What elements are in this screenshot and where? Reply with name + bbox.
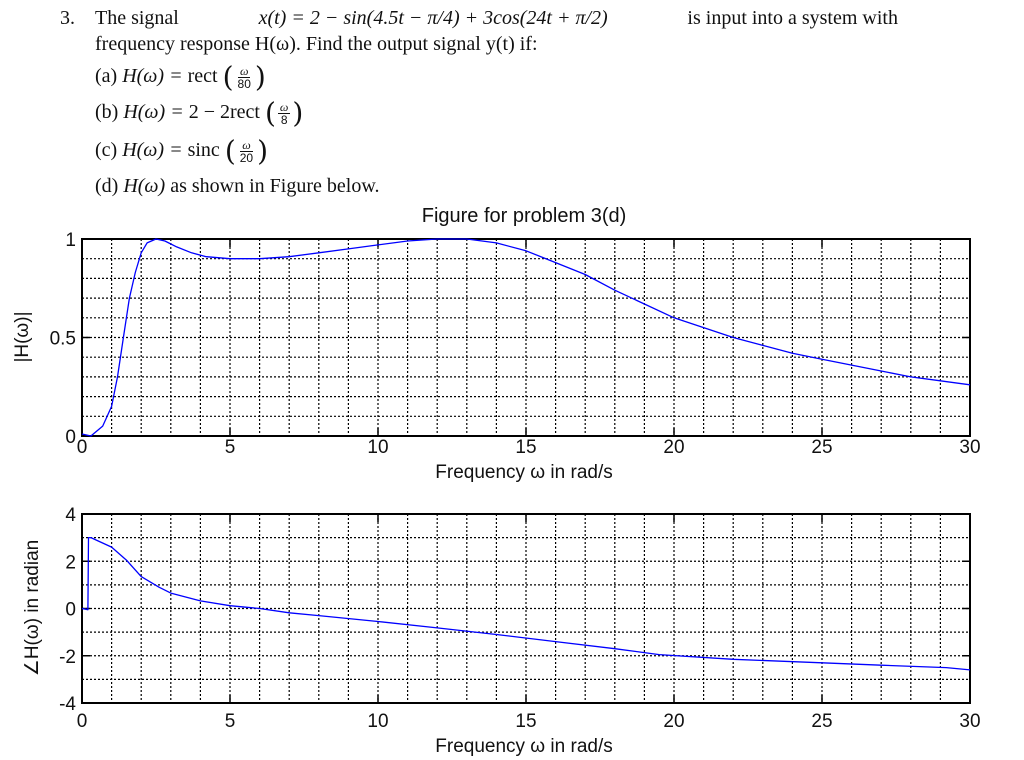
part-a: (a) H(ω) = rect (ω 80) (95, 60, 266, 94)
part-fn: sinc (187, 139, 220, 161)
part-label: (c) (95, 139, 118, 161)
y-tick-label: 0 (65, 427, 76, 448)
part-text: as shown in Figure below. (170, 175, 380, 197)
part-fn: 2rect (220, 101, 260, 123)
x-tick-label: 15 (515, 711, 536, 732)
part-prefix: 2 − (188, 101, 220, 123)
part-c: (c) H(ω) = sinc (ω 20) (95, 134, 269, 168)
fraction: ω 20 (239, 137, 254, 165)
part-d: (d) H(ω) as shown in Figure below. (95, 172, 379, 200)
data-line (81, 238, 971, 437)
x-tick-label: 25 (811, 711, 832, 732)
problem-number: 3. (60, 7, 75, 29)
x-tick-label: 25 (811, 437, 832, 458)
x-tick-label: 15 (515, 437, 536, 458)
part-lhs: H(ω) (123, 175, 166, 197)
x-tick-label: 0 (77, 711, 88, 732)
intro-text: The signal (95, 7, 179, 29)
fraction: ω 80 (237, 63, 251, 91)
grid (82, 514, 970, 703)
x-tick-label: 10 (367, 711, 388, 732)
data-line (81, 536, 971, 671)
y-axis-label: ∠H(ω) in radian (22, 540, 43, 676)
grid (82, 239, 970, 436)
part-label: (d) (95, 175, 119, 197)
y-tick-label: 0.5 (50, 329, 76, 350)
y-axis-label: |H(ω)| (12, 311, 33, 362)
phase-plot: 0 5 10 15 20 25 30 -4 -2 0 2 4 Frequency ω in rad/s ∠… (22, 505, 981, 757)
problem-line-1: The signal x(t) = 2 − sin(4.5t − π/4) + … (95, 4, 898, 32)
part-lhs: H(ω) = (123, 101, 189, 123)
y-tick-label: 1 (65, 230, 76, 251)
y-tick-label: 4 (65, 505, 76, 526)
y-tick-label: -4 (59, 694, 76, 715)
part-label: (b) (95, 101, 119, 123)
part-fn: rect (187, 65, 218, 87)
part-b: (b) H(ω) = 2 − 2rect (ω 8) (95, 96, 304, 130)
x-tick-label: 5 (225, 437, 236, 458)
x-tick-label: 30 (959, 711, 980, 732)
x-tick-label: 20 (663, 711, 684, 732)
chart-title: Figure for problem 3(d) (422, 205, 627, 227)
plot-frame (81, 238, 971, 437)
problem-line-2: frequency response H(ω). Find the output… (95, 33, 538, 55)
x-axis-label: Frequency ω in rad/s (435, 462, 612, 483)
x-tick-label: 0 (77, 437, 88, 458)
intro-text-right: is input into a system with (687, 7, 898, 29)
magnitude-plot: 0 5 10 15 20 25 30 0 0.5 1 Figure for problem 3(d)… (12, 205, 981, 483)
y-tick-label: -2 (59, 647, 76, 668)
x-tick-label: 30 (959, 437, 980, 458)
x-tick-label: 10 (367, 437, 388, 458)
signal-expression: x(t) = 2 − sin(4.5t − π/4) + 3cos(24t + … (258, 7, 608, 29)
x-tick-label: 5 (225, 711, 236, 732)
x-tick-label: 20 (663, 437, 684, 458)
part-label: (a) (95, 65, 118, 87)
x-axis-label: Frequency ω in rad/s (435, 736, 612, 757)
part-lhs: H(ω) = (122, 65, 188, 87)
part-lhs: H(ω) = (122, 139, 188, 161)
y-tick-label: 0 (65, 600, 76, 621)
y-tick-label: 2 (65, 552, 76, 573)
